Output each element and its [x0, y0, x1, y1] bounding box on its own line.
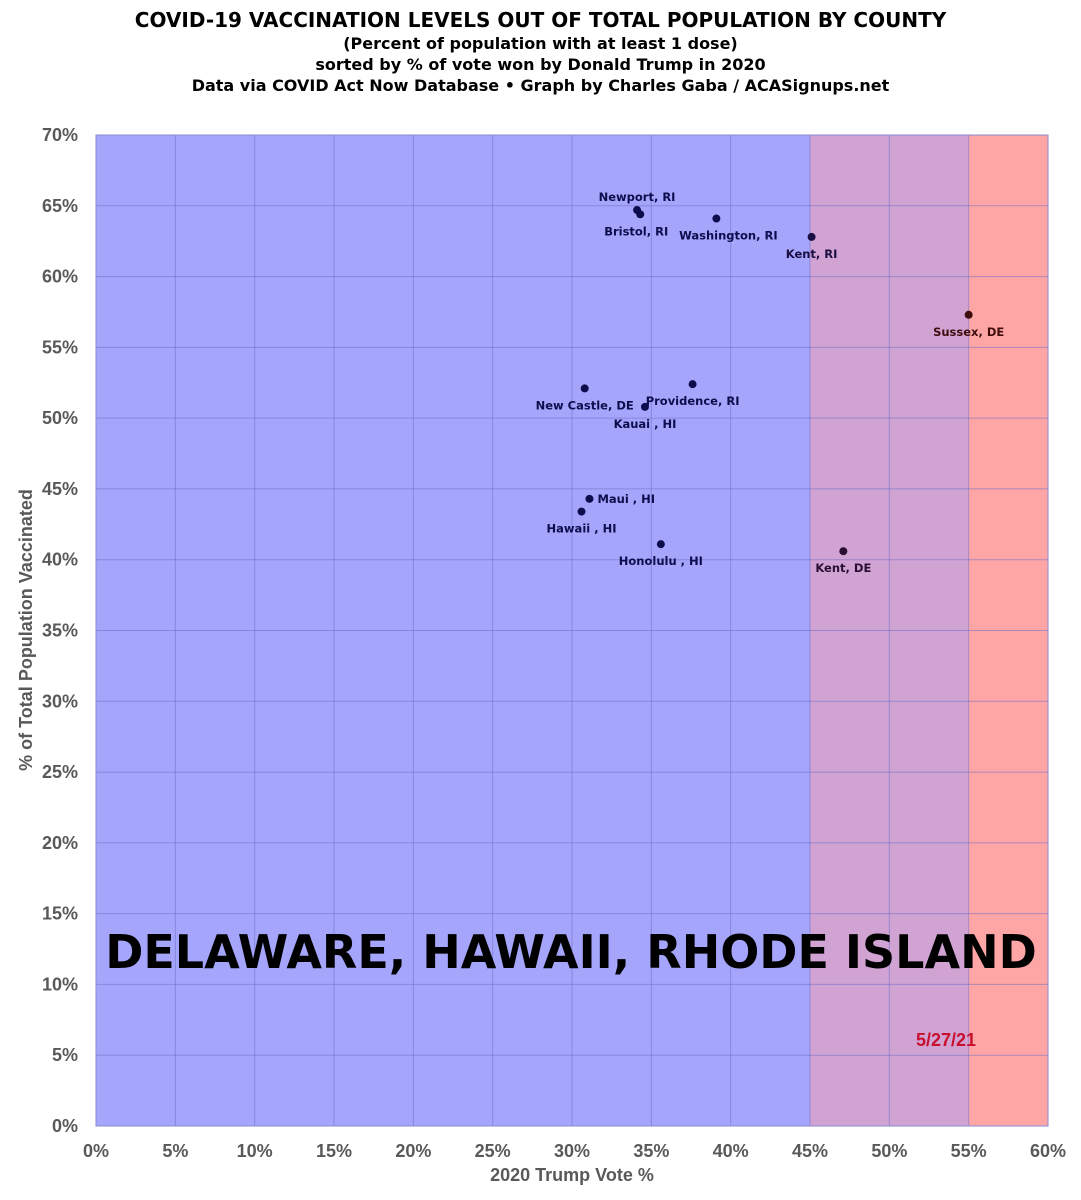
data-point-label: Providence, RI — [646, 394, 740, 408]
data-point — [688, 380, 697, 389]
chart-subtitle-3: Data via COVID Act Now Database • Graph … — [191, 76, 890, 95]
y-tick-label: 35% — [42, 621, 78, 641]
data-point — [585, 494, 594, 503]
data-point-label: Bristol, RI — [604, 224, 668, 238]
chart-titles: COVID-19 VACCINATION LEVELS OUT OF TOTAL… — [0, 8, 1081, 96]
banner-annotation: DELAWARE, HAWAII, RHODE ISLAND — [105, 925, 1037, 979]
y-tick-label: 55% — [42, 337, 78, 357]
y-tick-label: 5% — [52, 1045, 78, 1065]
data-point-label: Hawaii , HI — [547, 522, 617, 536]
plot-border — [95, 134, 1049, 1127]
data-point — [964, 310, 973, 319]
data-point — [580, 384, 589, 393]
x-tick-label: 50% — [871, 1141, 907, 1161]
y-tick-label: 20% — [42, 833, 78, 853]
data-point-label: Kent, DE — [815, 561, 871, 575]
y-tick-label: 45% — [42, 479, 78, 499]
y-tick-label: 70% — [42, 125, 78, 145]
y-tick-label: 15% — [42, 904, 78, 924]
x-tick-label: 30% — [554, 1141, 590, 1161]
y-tick-label: 65% — [42, 196, 78, 216]
x-tick-label: 40% — [713, 1141, 749, 1161]
data-point-label: Washington, RI — [679, 229, 778, 243]
y-tick-label: 25% — [42, 762, 78, 782]
x-tick-label: 45% — [792, 1141, 828, 1161]
data-point — [636, 210, 645, 219]
x-tick-label: 10% — [237, 1141, 273, 1161]
x-tick-label: 35% — [633, 1141, 669, 1161]
data-point-label: Honolulu , HI — [619, 554, 703, 568]
x-tick-label: 55% — [951, 1141, 987, 1161]
date-annotation: 5/27/21 — [916, 1030, 976, 1050]
x-tick-label: 5% — [162, 1141, 188, 1161]
x-tick-label: 15% — [316, 1141, 352, 1161]
data-point-label: Maui , HI — [597, 492, 655, 506]
data-point — [640, 402, 649, 411]
y-tick-label: 50% — [42, 408, 78, 428]
data-point-label: New Castle, DE — [536, 398, 634, 412]
x-axis-label: 2020 Trump Vote % — [490, 1165, 654, 1185]
data-point-label: Sussex, DE — [933, 325, 1004, 339]
y-tick-label: 30% — [42, 691, 78, 711]
x-tick-label: 60% — [1030, 1141, 1066, 1161]
data-point — [807, 232, 816, 241]
y-tick-label: 10% — [42, 974, 78, 994]
x-tick-label: 20% — [395, 1141, 431, 1161]
y-axis-label: % of Total Population Vaccinated — [16, 489, 36, 771]
data-point — [839, 547, 848, 556]
data-point — [656, 540, 665, 549]
y-tick-label: 60% — [42, 267, 78, 287]
data-point-label: Kent, RI — [786, 247, 838, 261]
y-tick-label: 40% — [42, 550, 78, 570]
x-tick-label: 25% — [475, 1141, 511, 1161]
data-point — [577, 507, 586, 516]
data-point-label: Kauai , HI — [614, 417, 677, 431]
data-point-label: Newport, RI — [599, 190, 676, 204]
y-tick-label: 0% — [52, 1116, 78, 1136]
chart-title: COVID-19 VACCINATION LEVELS OUT OF TOTAL… — [134, 8, 947, 32]
chart-subtitle-2: sorted by % of vote won by Donald Trump … — [315, 55, 766, 74]
chart-subtitle-1: (Percent of population with at least 1 d… — [343, 34, 738, 53]
x-tick-label: 0% — [83, 1141, 109, 1161]
data-point — [712, 214, 721, 223]
